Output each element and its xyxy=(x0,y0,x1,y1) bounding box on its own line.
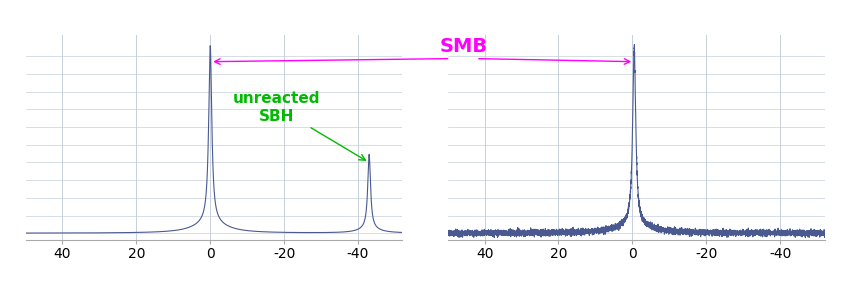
Text: SMB: SMB xyxy=(439,38,487,56)
Text: unreacted
SBH: unreacted SBH xyxy=(233,91,366,160)
